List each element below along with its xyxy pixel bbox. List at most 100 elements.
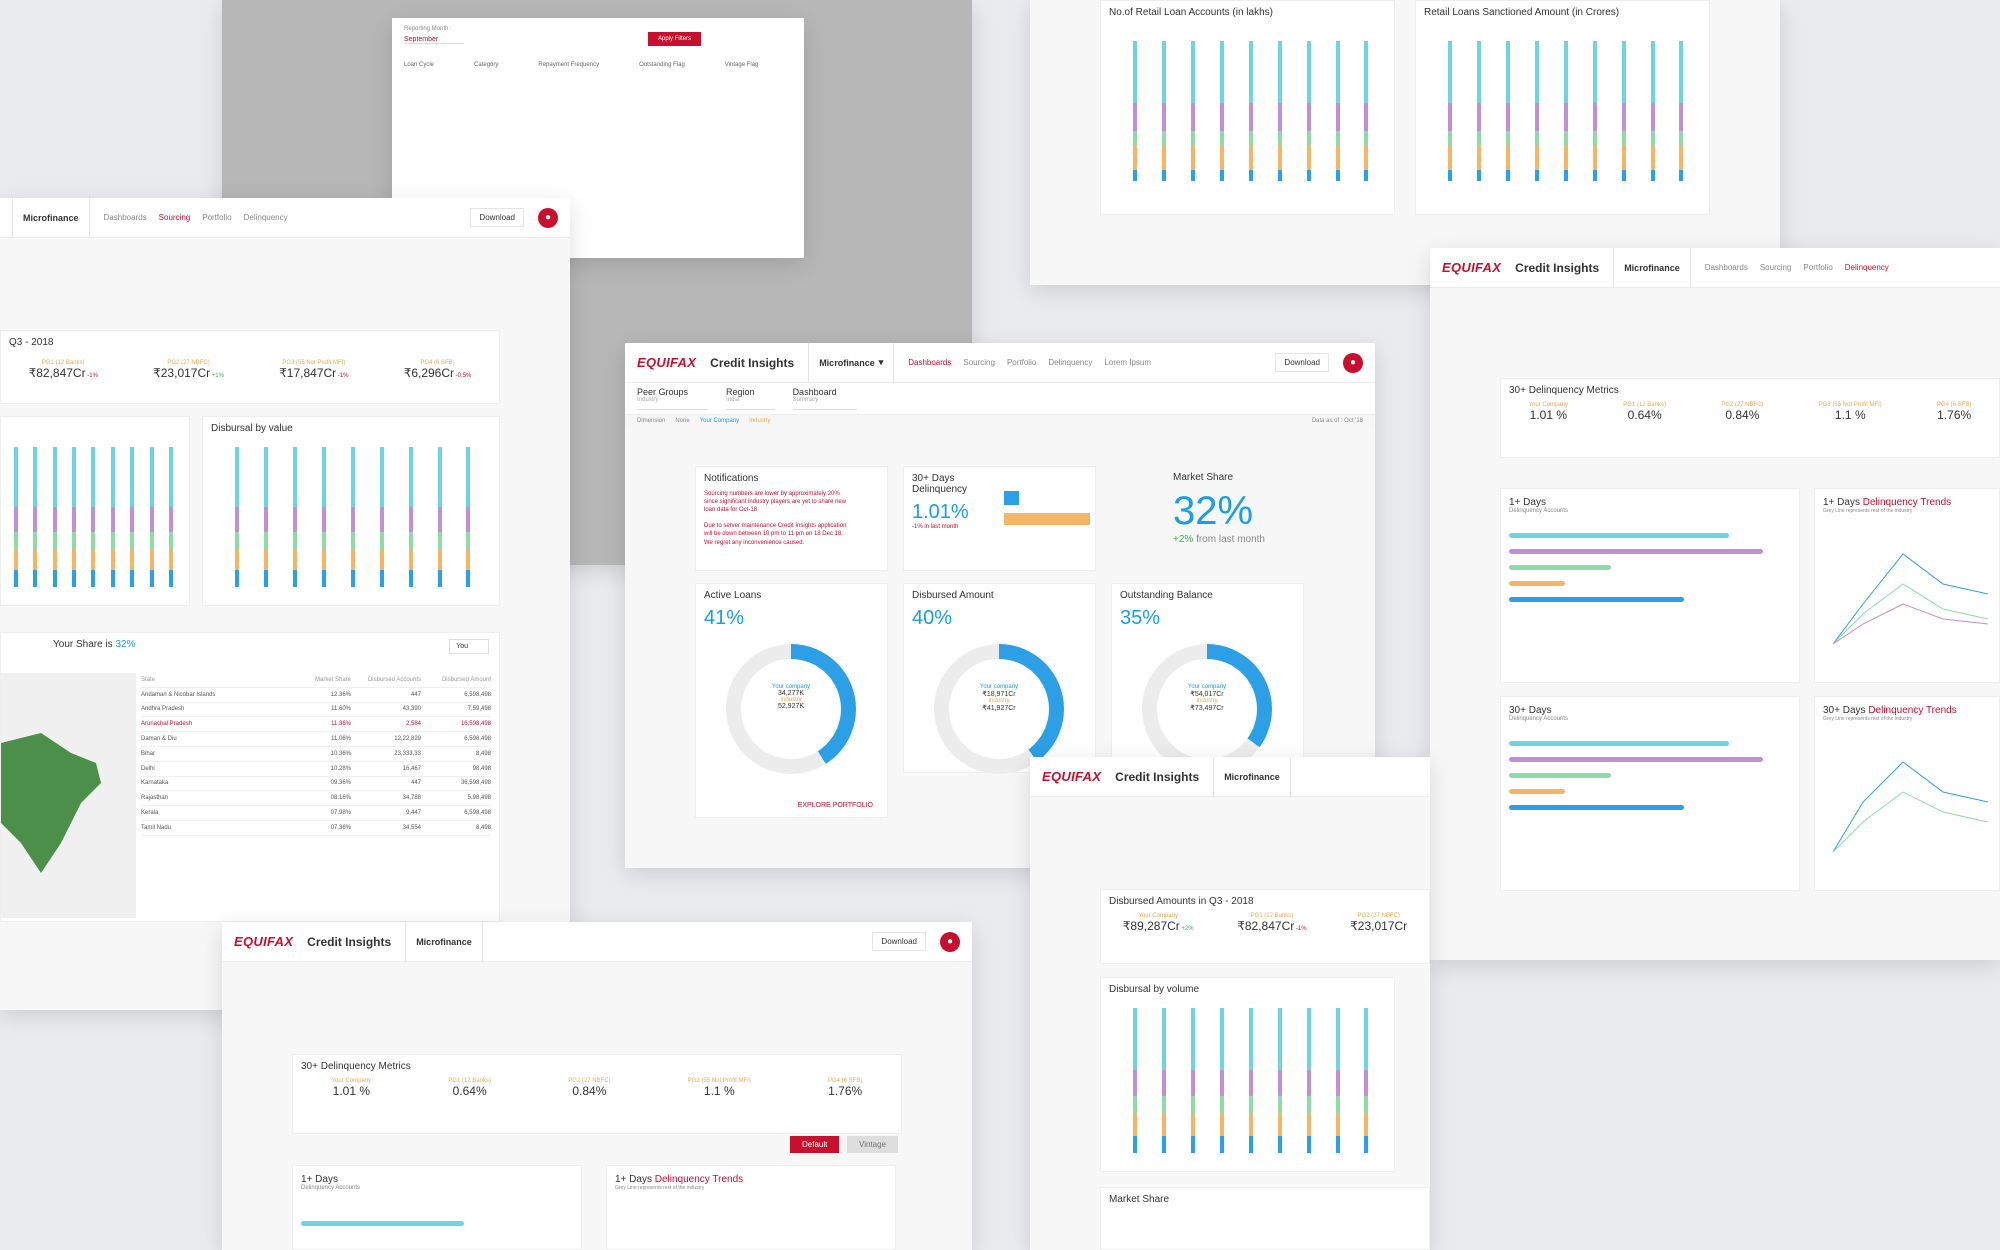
bar-segment xyxy=(408,532,413,550)
bar-segment xyxy=(1277,102,1282,131)
share-title: Your Share is 32% xyxy=(53,639,136,650)
col-vintage[interactable]: Vintage Flag xyxy=(724,62,759,68)
nav-lorem-main[interactable]: Lorem Ipsum xyxy=(1104,358,1152,367)
bar-segment xyxy=(466,447,471,508)
table-row[interactable]: Daman & Diu 11.06% 12,22,829 6,598,498 xyxy=(141,732,491,747)
col-category[interactable]: Category xyxy=(474,62,499,68)
segment-select-right[interactable]: Microfinance xyxy=(1613,248,1691,288)
bar-segment xyxy=(33,447,38,508)
bar-segment xyxy=(52,549,57,571)
table-row[interactable]: Andhra Pradesh 11.60% 43,390 7,59,498 xyxy=(141,703,491,718)
bar-segment xyxy=(33,570,38,587)
market-share-bottom: Market Share xyxy=(1100,1187,1430,1250)
equifax-logo-right[interactable]: EQUIFAX xyxy=(1442,260,1502,275)
share-select[interactable]: You xyxy=(449,639,489,654)
nav-dashboards-main[interactable]: Dashboards xyxy=(908,358,952,367)
metric-label: Your Company xyxy=(331,1078,372,1084)
days1-card-2: 1+ Days Delinquency Accounts xyxy=(292,1165,582,1250)
bar-segment xyxy=(149,549,154,571)
nav-sourcing-right[interactable]: Sourcing xyxy=(1759,263,1792,272)
download-button-main[interactable]: Download xyxy=(1275,353,1329,372)
bar-segment xyxy=(1592,130,1597,145)
segment-select-3[interactable]: Microfinance xyxy=(405,922,483,962)
metric-value: 1.1 % xyxy=(703,1084,735,1098)
metric-label: PG3 (55 Not Profit MFI) xyxy=(687,1078,751,1084)
user-avatar-3[interactable]: ● xyxy=(940,931,960,952)
delinq-metrics-title: 30+ Delinquency Metrics xyxy=(1509,385,1619,396)
nav-dashboards[interactable]: Dashboards xyxy=(103,213,147,222)
col-outstanding[interactable]: Outstanding Flag xyxy=(639,62,685,68)
bar-segment xyxy=(437,447,442,508)
equifax-logo-3[interactable]: EQUIFAX xyxy=(234,934,294,949)
nav-dashboards-right[interactable]: Dashboards xyxy=(1704,263,1748,272)
default-toggle[interactable]: Default xyxy=(790,1136,840,1153)
bar-segment xyxy=(1364,144,1369,170)
nav-portfolio-main[interactable]: Portfolio xyxy=(1006,358,1037,367)
table-row[interactable]: Kerala 07.98% 9,447 6,598,498 xyxy=(141,806,491,821)
nav-sourcing[interactable]: Sourcing xyxy=(158,213,191,222)
delinquency-bar-ind xyxy=(1004,513,1090,525)
retail-amount-card: Retail Loans Sanctioned Amount (in Crore… xyxy=(1415,0,1710,215)
bar-segment xyxy=(1191,130,1196,145)
user-avatar-main[interactable]: ● xyxy=(1343,352,1363,373)
segment-select-main[interactable]: Microfinance ▾ xyxy=(808,343,895,383)
table-row[interactable]: Karnataka 09.36% 447 36,598,498 xyxy=(141,777,491,792)
vintage-toggle[interactable]: Vintage xyxy=(847,1136,898,1153)
bar-segment xyxy=(72,570,77,587)
filter-peer-groups[interactable]: Peer Groups Industry xyxy=(637,387,709,410)
bar-segment xyxy=(1364,1135,1369,1153)
kpi-title: Outstanding Balance xyxy=(1120,590,1213,601)
download-button[interactable]: Download xyxy=(470,208,524,227)
bar-stack xyxy=(1277,41,1282,181)
bar-stack xyxy=(1621,41,1626,181)
bar-segment xyxy=(1277,1070,1282,1097)
equifax-logo-2[interactable]: EQUIFAX xyxy=(1042,769,1102,784)
modal-month-select[interactable]: September xyxy=(404,36,464,44)
explore-portfolio-link[interactable]: EXPLORE PORTFOLIO xyxy=(797,802,873,809)
filter-row: Peer Groups Industry Region India Dashboar… xyxy=(625,383,1375,415)
nav-delinquency[interactable]: Delinquency xyxy=(243,213,288,222)
days30-card: 30+ Days Delinquency Accounts xyxy=(1500,696,1800,891)
nav-sourcing-main[interactable]: Sourcing xyxy=(963,358,995,367)
nav-portfolio-right[interactable]: Portfolio xyxy=(1803,263,1833,272)
segment-select-2[interactable]: Microfinance xyxy=(1213,757,1291,797)
bar-stack xyxy=(1477,41,1482,181)
table-row[interactable]: Rajasthan 08.16% 34,788 5,98,498 xyxy=(141,791,491,807)
bar-segment xyxy=(91,447,96,508)
bar-segment xyxy=(437,507,442,533)
bar-segment xyxy=(1364,41,1369,103)
filter-region[interactable]: Region India xyxy=(726,387,775,410)
india-map[interactable] xyxy=(1,673,136,918)
table-row[interactable]: Tamil Nadu 07.36% 34,554 8,498 xyxy=(141,821,491,836)
market-share-title: Market Share xyxy=(1173,472,1234,483)
bar-segment xyxy=(1621,144,1626,170)
filter-dashboard[interactable]: Dashboard Summary xyxy=(792,387,857,410)
metric-value: 1.76% xyxy=(1937,408,1972,422)
bar-segment xyxy=(1220,1113,1225,1136)
metric-label: PG1 (12 Banks) xyxy=(41,360,85,366)
equifax-logo[interactable]: EQUIFAX xyxy=(637,355,697,370)
col-repayment[interactable]: Repayment Frequency xyxy=(538,62,600,68)
col-loan-cycle[interactable]: Loan Cycle xyxy=(404,62,435,68)
bar-segment xyxy=(1306,1070,1311,1097)
table-row[interactable]: Andaman & Nicobar Islands 12.36% 447 6,598,… xyxy=(141,688,491,703)
segment-select[interactable]: Microfinance xyxy=(12,198,90,238)
table-row[interactable]: Delhi 10.28% 16,467 98,498 xyxy=(141,762,491,777)
nav-delinquency-right[interactable]: Delinquency xyxy=(1844,263,1889,272)
nav-portfolio[interactable]: Portfolio xyxy=(202,213,232,222)
user-avatar[interactable]: ● xyxy=(538,207,558,228)
bar-segment xyxy=(1563,144,1568,170)
bar-segment xyxy=(1335,130,1340,145)
metric-value: 1.1 % xyxy=(1834,408,1866,422)
bar-segment xyxy=(1477,144,1482,170)
table-row[interactable]: Arunachal Pradesh 11.36% 2,584 16,598,498 xyxy=(141,717,491,733)
download-button-3[interactable]: Download xyxy=(872,932,926,951)
table-row[interactable]: Bihar 10.36% 23,333,33 8,498 xyxy=(141,747,491,762)
disbursal-volume-left-chart xyxy=(6,447,181,587)
apply-filters-button[interactable]: Apply Filters xyxy=(648,32,702,46)
bar-stack xyxy=(91,447,96,587)
bar-segment xyxy=(1477,130,1482,145)
days1-bar-2 xyxy=(301,1221,465,1226)
nav-delinquency-main[interactable]: Delinquency xyxy=(1048,358,1093,367)
bar-segment xyxy=(91,507,96,533)
